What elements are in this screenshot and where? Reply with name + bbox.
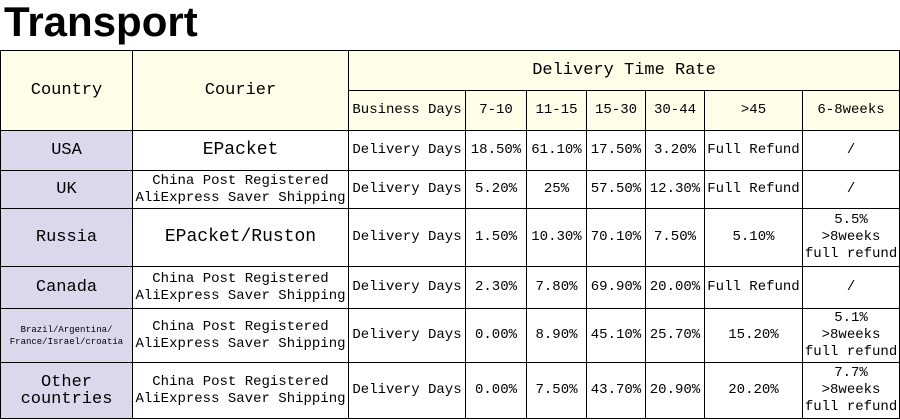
data-row: Other countries China Post Registered Ali…	[0, 362, 900, 419]
cell: 0.00%	[465, 308, 527, 363]
courier-cell: China Post Registered AliExpress Saver S…	[132, 170, 349, 209]
cell: 43.70%	[586, 362, 646, 419]
data-row: Russia EPacket/Ruston Delivery Days 1.50% 10…	[0, 208, 900, 267]
cell: 45.10%	[586, 308, 646, 363]
country-cell: Russia	[0, 208, 133, 267]
cell: 0.00%	[465, 362, 527, 419]
country-cell: Canada	[0, 266, 133, 309]
cell: 61.10%	[526, 130, 587, 171]
sub-header: >45	[704, 90, 803, 131]
cell: /	[801, 266, 900, 309]
transport-table: Country Courier Delivery Time Rate Business…	[0, 50, 900, 419]
cell: 3.20%	[645, 130, 705, 171]
cell: 25.70%	[645, 308, 705, 363]
cell: 8.90%	[526, 308, 587, 363]
cell: 10.30%	[526, 208, 587, 267]
cell: 17.50%	[586, 130, 646, 171]
courier-cell: China Post Registered AliExpress Saver S…	[132, 362, 349, 419]
cell: 2.30%	[465, 266, 527, 309]
page-title: Transport	[4, 0, 198, 45]
cell: Delivery Days	[348, 130, 466, 171]
cell: 5.20%	[465, 170, 527, 209]
cell: 70.10%	[586, 208, 646, 267]
courier-cell: EPacket/Ruston	[132, 208, 349, 267]
cell: 5.1% >8weeks full refund	[801, 308, 900, 363]
cell: /	[801, 170, 900, 209]
cell: Delivery Days	[348, 266, 466, 309]
cell: 20.20%	[704, 362, 803, 419]
group-header: Delivery Time Rate	[347, 50, 900, 91]
cell: 18.50%	[465, 130, 527, 171]
cell: /	[801, 130, 900, 171]
cell: 15.20%	[704, 308, 803, 363]
cell: Delivery Days	[348, 308, 466, 363]
cell: 7.50%	[645, 208, 705, 267]
cell: Full Refund	[704, 170, 803, 209]
country-cell: UK	[0, 170, 133, 209]
cell: 1.50%	[465, 208, 527, 267]
sub-header: 6-8weeks	[801, 90, 900, 131]
sub-header: 11-15	[526, 90, 587, 131]
data-row: USA EPacket Delivery Days 18.50% 61.10% 17.50…	[0, 130, 900, 171]
data-row: Brazil/Argentina/ France/Israel/croatia C…	[0, 308, 900, 363]
cell: Delivery Days	[348, 170, 466, 209]
cell: 7.50%	[526, 362, 587, 419]
data-row: UK China Post Registered AliExpress Saver…	[0, 170, 900, 209]
country-cell: USA	[0, 130, 133, 171]
cell: Full Refund	[704, 266, 803, 309]
country-cell: Other countries	[0, 362, 133, 419]
cell: 69.90%	[586, 266, 646, 309]
cell: Delivery Days	[348, 362, 466, 419]
header-row: Country Courier Delivery Time Rate	[0, 50, 900, 131]
courier-cell: China Post Registered AliExpress Saver S…	[132, 266, 349, 309]
cell: 7.80%	[526, 266, 587, 309]
courier-cell: EPacket	[132, 130, 349, 171]
sub-header: 7-10	[465, 90, 527, 131]
country-header: Country	[0, 50, 133, 131]
cell: Full Refund	[704, 130, 803, 171]
cell: 7.7% >8weeks full refund	[801, 362, 900, 419]
cell: 57.50%	[586, 170, 646, 209]
data-row: Canada China Post Registered AliExpress S…	[0, 266, 900, 309]
country-cell: Brazil/Argentina/ France/Israel/croatia	[0, 308, 133, 363]
sub-header: 30-44	[645, 90, 705, 131]
courier-cell: China Post Registered AliExpress Saver S…	[132, 308, 349, 363]
cell: 5.5% >8weeks full refund	[801, 208, 900, 267]
cell: 12.30%	[645, 170, 705, 209]
cell: 5.10%	[704, 208, 803, 267]
cell: Delivery Days	[348, 208, 466, 267]
sub-header: Business Days	[348, 90, 466, 131]
sub-header: 15-30	[586, 90, 646, 131]
cell: 25%	[526, 170, 587, 209]
courier-header: Courier	[132, 50, 349, 131]
cell: 20.00%	[645, 266, 705, 309]
cell: 20.90%	[645, 362, 705, 419]
subheader-row: Business Days 7-10 11-15 15-30 30-44 >45 6-8we…	[1, 90, 900, 131]
